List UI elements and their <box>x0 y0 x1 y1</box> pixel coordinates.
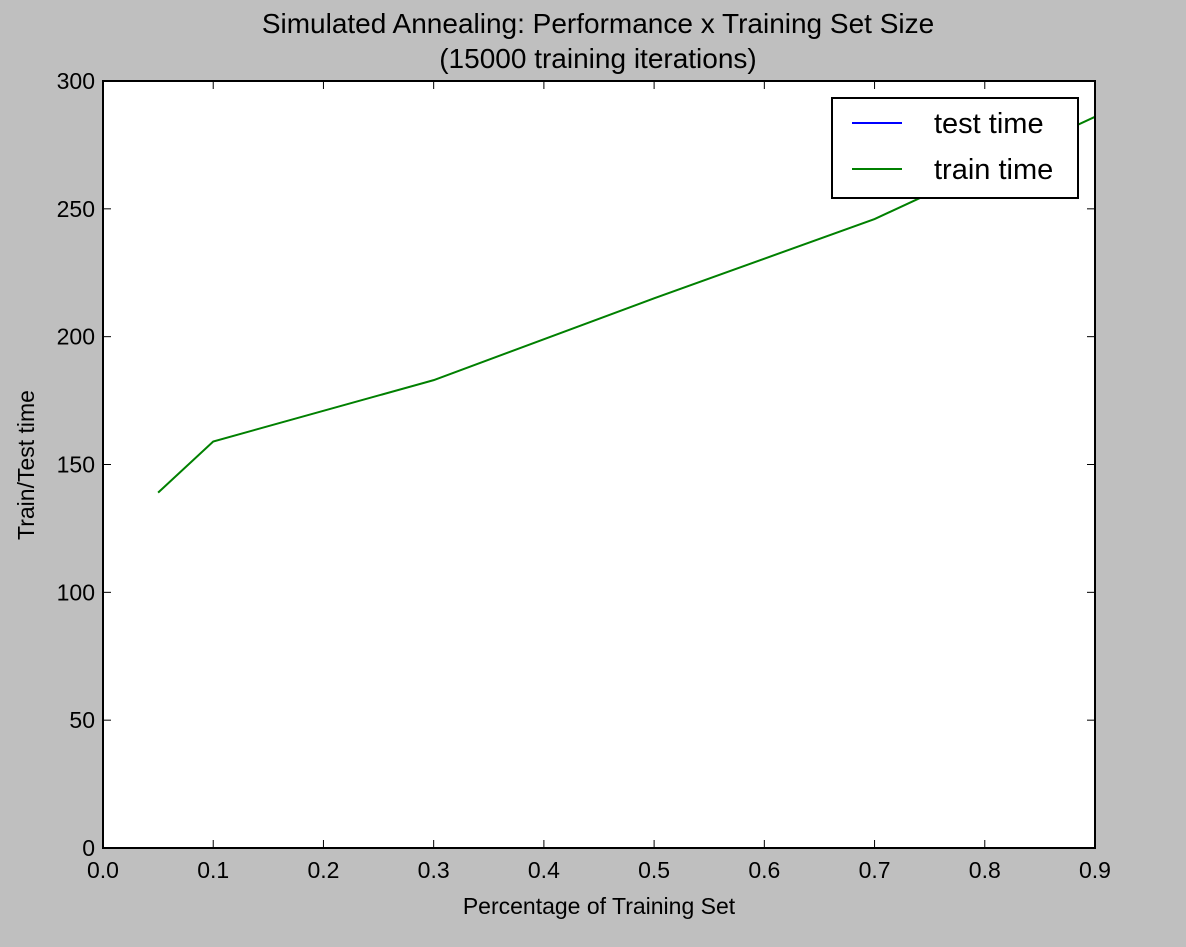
x-tick-label: 0.0 <box>87 857 119 883</box>
subtitle-text: (15000 training iterations) <box>439 43 757 74</box>
chart-title: Simulated Annealing: Performance x Train… <box>262 8 934 74</box>
x-tick-label: 0.6 <box>748 857 780 883</box>
title-text: Simulated Annealing: Performance x Train… <box>262 8 934 39</box>
legend: test time train time <box>831 97 1079 199</box>
y-tick-label: 200 <box>57 324 95 350</box>
plot-area <box>103 81 1095 848</box>
x-tick-label: 0.3 <box>418 857 450 883</box>
x-tick-label: 0.9 <box>1079 857 1111 883</box>
series-layer <box>157 115 1096 494</box>
x-tick-label: 0.5 <box>638 857 670 883</box>
x-axis-label: Percentage of Training Set <box>463 893 736 919</box>
x-tick-label: 0.4 <box>528 857 560 883</box>
ticks-layer: 0.0 0.1 0.2 0.3 0.4 0.5 0.6 0.7 0.8 0.9 0 50 100 150 2… <box>57 68 1111 883</box>
x-tick-label: 0.2 <box>307 857 339 883</box>
x-tick-label: 0.8 <box>969 857 1001 883</box>
x-tick-label: 0.1 <box>197 857 229 883</box>
legend-label: train time <box>934 154 1053 186</box>
legend-box <box>831 97 1079 199</box>
series-line-train-time <box>157 115 1096 494</box>
plot-frame <box>102 80 1096 849</box>
x-tick-label: 0.7 <box>859 857 891 883</box>
y-tick-label: 300 <box>57 68 95 94</box>
legend-label: test time <box>934 108 1044 140</box>
y-tick-label: 250 <box>57 196 95 222</box>
y-tick-label: 0 <box>82 835 95 861</box>
y-tick-label: 150 <box>57 452 95 478</box>
y-tick-label: 50 <box>69 707 95 733</box>
y-axis-label: Train/Test time <box>13 390 39 540</box>
y-tick-label: 100 <box>57 579 95 605</box>
